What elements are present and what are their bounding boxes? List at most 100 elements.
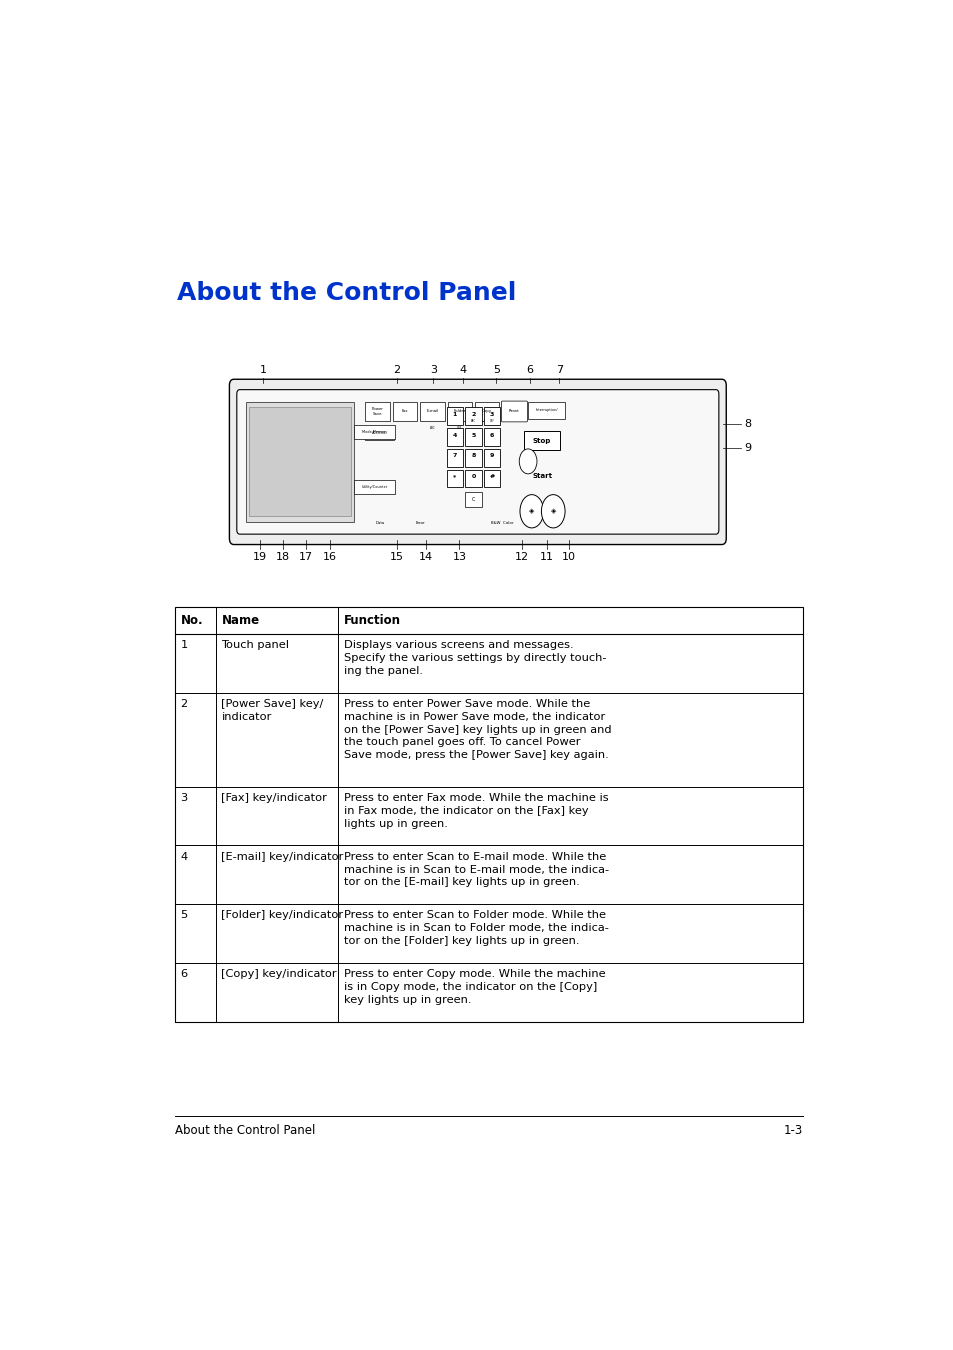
Bar: [475, 402, 498, 421]
Text: [Copy] key/indicator: [Copy] key/indicator: [221, 969, 336, 979]
Text: 8: 8: [743, 418, 750, 429]
Bar: [174, 608, 802, 1022]
Text: 14: 14: [418, 552, 433, 562]
Text: 7: 7: [453, 454, 456, 459]
Text: 4: 4: [453, 433, 456, 437]
Text: Touch panel: Touch panel: [221, 640, 289, 651]
Text: Press to enter Scan to E-mail mode. While the
machine is in Scan to E-mail mode,: Press to enter Scan to E-mail mode. Whil…: [344, 852, 609, 887]
Text: 0: 0: [471, 474, 475, 479]
Text: Utility/Counter: Utility/Counter: [361, 486, 387, 489]
Text: Press to enter Scan to Folder mode. While the
machine is in Scan to Folder mode,: Press to enter Scan to Folder mode. Whil…: [344, 910, 608, 946]
Text: 4: 4: [180, 852, 188, 861]
Text: Start: Start: [533, 472, 553, 479]
Bar: [393, 402, 416, 421]
Bar: [465, 408, 481, 425]
Text: No.: No.: [180, 614, 203, 626]
Text: ◈: ◈: [529, 508, 534, 514]
Text: ◈: ◈: [550, 508, 556, 514]
Bar: [365, 427, 394, 440]
Text: ABC: ABC: [470, 420, 476, 424]
Text: 2: 2: [393, 364, 399, 375]
Text: C: C: [471, 497, 475, 502]
Text: Fax: Fax: [401, 409, 408, 413]
Text: B&W  Color: B&W Color: [491, 521, 513, 525]
Text: About the Control Panel: About the Control Panel: [176, 281, 516, 305]
Text: Copy: Copy: [481, 409, 492, 413]
Bar: [483, 450, 499, 467]
Text: 2: 2: [180, 699, 188, 709]
Text: 1: 1: [259, 364, 267, 375]
Text: *: *: [453, 474, 456, 479]
FancyBboxPatch shape: [236, 390, 719, 535]
Bar: [446, 470, 462, 487]
Text: 6: 6: [180, 969, 188, 979]
Bar: [419, 402, 444, 421]
Text: 10: 10: [561, 552, 576, 562]
Text: ABC: ABC: [429, 427, 435, 431]
Text: 16: 16: [323, 552, 336, 562]
FancyBboxPatch shape: [501, 401, 527, 421]
Text: [Folder] key/indicator: [Folder] key/indicator: [221, 910, 343, 921]
Text: Name: Name: [221, 614, 259, 626]
Bar: [528, 402, 564, 418]
Text: 3: 3: [180, 792, 188, 803]
Text: 9: 9: [743, 443, 750, 452]
Text: 15: 15: [389, 552, 403, 562]
Bar: [465, 470, 481, 487]
Text: Interruption/: Interruption/: [535, 409, 558, 413]
Bar: [524, 431, 559, 450]
Text: #: #: [489, 474, 494, 479]
Text: 13: 13: [452, 552, 466, 562]
FancyBboxPatch shape: [229, 379, 725, 544]
Text: 1: 1: [453, 412, 456, 417]
Text: About the Control Panel: About the Control Panel: [174, 1123, 314, 1137]
Text: 6: 6: [525, 364, 533, 375]
Bar: [465, 491, 481, 508]
Text: Data: Data: [375, 521, 384, 525]
Text: Reset: Reset: [509, 409, 519, 413]
Circle shape: [518, 450, 537, 474]
Text: 18: 18: [276, 552, 290, 562]
Bar: [354, 481, 395, 494]
Text: 5: 5: [180, 910, 188, 921]
Bar: [465, 450, 481, 467]
Text: Mode Memory: Mode Memory: [362, 431, 387, 435]
Text: [Fax] key/indicator: [Fax] key/indicator: [221, 792, 327, 803]
Text: E-mail: E-mail: [426, 409, 438, 413]
Text: Stop: Stop: [533, 437, 551, 444]
Bar: [447, 402, 472, 421]
Bar: [446, 408, 462, 425]
Bar: [246, 402, 354, 521]
Text: Folder: Folder: [453, 409, 465, 413]
Text: Press to enter Power Save mode. While the
machine is in Power Save mode, the ind: Press to enter Power Save mode. While th…: [344, 699, 611, 760]
Bar: [483, 428, 499, 446]
Bar: [365, 402, 390, 421]
Text: Power
Save: Power Save: [372, 408, 383, 416]
Circle shape: [519, 494, 543, 528]
Text: 19: 19: [253, 552, 267, 562]
Text: 2: 2: [471, 412, 476, 417]
Text: 3: 3: [489, 412, 494, 417]
Text: ACCESS: ACCESS: [372, 431, 386, 435]
Bar: [483, 470, 499, 487]
Text: 5: 5: [493, 364, 499, 375]
Text: [E-mail] key/indicator: [E-mail] key/indicator: [221, 852, 343, 861]
Circle shape: [541, 494, 564, 528]
Text: 1: 1: [180, 640, 188, 651]
Text: Press to enter Copy mode. While the machine
is in Copy mode, the indicator on th: Press to enter Copy mode. While the mach…: [344, 969, 605, 1004]
Text: 4: 4: [459, 364, 466, 375]
Text: Function: Function: [344, 614, 400, 626]
Text: 3: 3: [430, 364, 436, 375]
Text: 5: 5: [471, 433, 476, 437]
Text: [Power Save] key/
indicator: [Power Save] key/ indicator: [221, 699, 323, 722]
Text: 11: 11: [539, 552, 553, 562]
Text: 8: 8: [471, 454, 476, 459]
Bar: [483, 408, 499, 425]
Text: 1-3: 1-3: [783, 1123, 802, 1137]
Text: 7: 7: [555, 364, 562, 375]
Bar: [446, 450, 462, 467]
Bar: [465, 428, 481, 446]
Bar: [446, 428, 462, 446]
Text: 17: 17: [299, 552, 313, 562]
Bar: [354, 425, 395, 439]
